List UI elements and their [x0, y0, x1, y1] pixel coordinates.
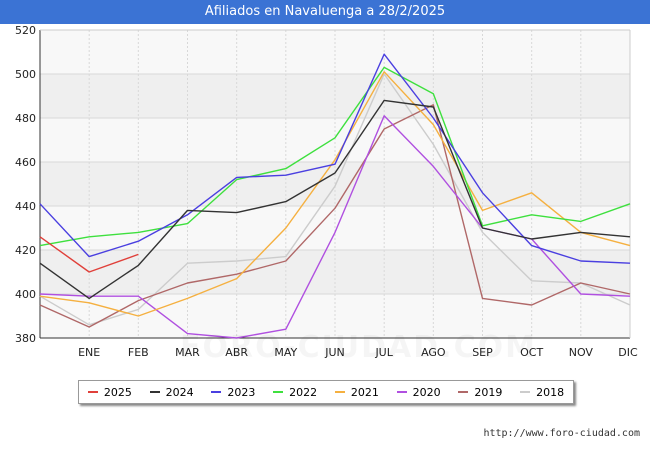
legend-label: 2023 [227, 385, 256, 399]
x-tick-label: MAR [175, 346, 200, 359]
legend-swatch [396, 391, 407, 393]
y-tick-label: 420 [15, 244, 36, 257]
legend-swatch [334, 391, 345, 393]
x-tick-label: FEB [128, 346, 149, 359]
chart-title: Afiliados en Navaluenga a 28/2/2025 [0, 0, 650, 24]
y-tick-label: 460 [15, 156, 36, 169]
legend-swatch [87, 391, 98, 393]
y-tick-label: 520 [15, 24, 36, 37]
legend-item-2019: 2019 [458, 386, 502, 399]
x-tick-label: JUL [374, 346, 393, 359]
x-tick-label: MAY [274, 346, 297, 359]
line-chart: 380 400 420 440 460 480 500 520 ENE FEB MAR ABR MAY J… [15, 24, 638, 359]
watermark: FORO-CIUDAD.COM [180, 330, 537, 365]
x-tick-label: JUN [324, 346, 345, 359]
legend-label: 2020 [412, 385, 441, 399]
legend-swatch [273, 391, 284, 393]
y-tick-label: 440 [15, 200, 36, 213]
legend-swatch [149, 391, 160, 393]
x-tick-label: ENE [78, 346, 100, 359]
legend-item-2025: 2025 [87, 385, 132, 399]
legend-label: 2025 [103, 385, 132, 399]
legend-item-2020: 2020 [396, 385, 441, 399]
series-line-2023 [39, 53, 631, 264]
legend-swatch [520, 391, 531, 393]
source-url[interactable]: http://www.foro-ciudad.com [483, 428, 640, 439]
x-tick-label: DIC [618, 346, 638, 359]
legend-label: 2018 [536, 385, 565, 399]
series-line-2022 [39, 66, 631, 247]
legend-label: 2021 [350, 385, 379, 399]
y-tick-label: 400 [15, 288, 36, 301]
x-tick-label: SEP [472, 346, 493, 359]
series-line-2025 [39, 236, 139, 273]
x-tick-label: NOV [569, 346, 594, 359]
y-tick-label: 380 [15, 332, 36, 345]
series-line-2018 [39, 73, 631, 326]
chart-legend: 2025 2024 2023 2022 2021 2020 2019 2018 [78, 380, 574, 404]
legend-item-2024: 2024 [149, 385, 194, 399]
legend-item-2018: 2018 [520, 386, 564, 399]
x-tick-label: ABR [225, 346, 248, 359]
y-tick-label: 480 [15, 112, 36, 125]
legend-item-2021: 2021 [334, 385, 379, 399]
series-line-2019 [39, 104, 631, 328]
legend-swatch [211, 391, 222, 393]
legend-swatch [458, 391, 469, 393]
x-tick-label: AGO [421, 346, 446, 359]
y-tick-label: 500 [15, 68, 36, 81]
legend-item-2022: 2022 [273, 386, 317, 399]
legend-label: 2019 [474, 385, 503, 399]
legend-item-2023: 2023 [211, 386, 255, 399]
legend-label: 2022 [289, 385, 318, 399]
legend-label: 2024 [165, 385, 194, 399]
series-line-2021 [39, 71, 631, 317]
series-line-2024 [39, 99, 631, 300]
x-tick-label: OCT [520, 346, 543, 359]
